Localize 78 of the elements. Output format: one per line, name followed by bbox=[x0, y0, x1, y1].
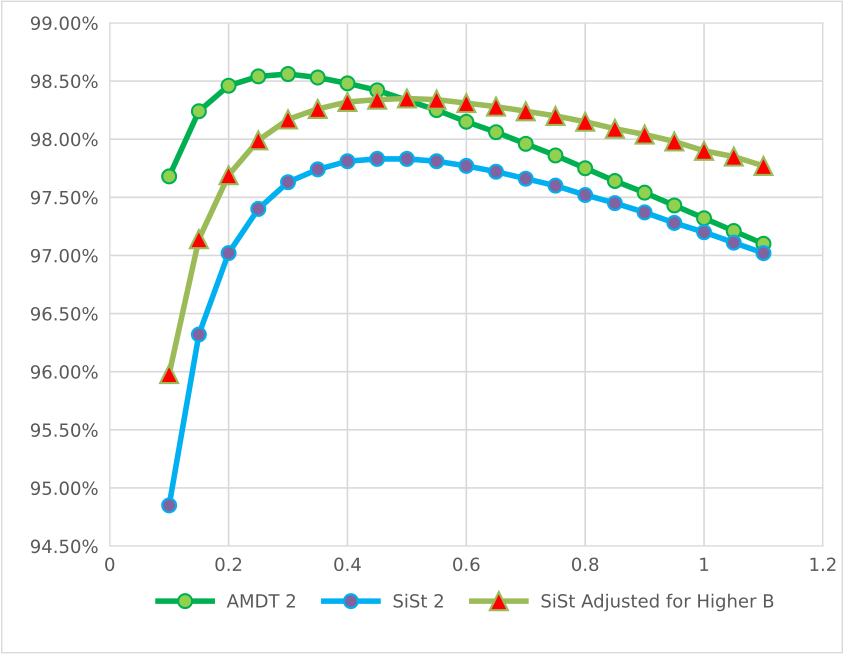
point bbox=[159, 364, 180, 384]
point bbox=[755, 245, 772, 262]
point bbox=[606, 173, 623, 189]
point bbox=[488, 164, 504, 180]
point bbox=[218, 165, 239, 186]
x-tick-label: 0.6 bbox=[453, 558, 480, 572]
point bbox=[250, 68, 266, 84]
point bbox=[516, 101, 536, 122]
point bbox=[694, 140, 714, 161]
point bbox=[310, 70, 326, 86]
point bbox=[636, 204, 653, 220]
x-tick-label: 1 bbox=[700, 558, 708, 571]
point bbox=[753, 156, 774, 176]
point bbox=[575, 112, 596, 132]
point bbox=[486, 96, 506, 117]
point bbox=[339, 153, 356, 170]
x-tick-label: 0.4 bbox=[334, 558, 361, 572]
point bbox=[428, 153, 445, 170]
point bbox=[220, 78, 237, 94]
point bbox=[426, 90, 447, 110]
point bbox=[250, 200, 266, 217]
point bbox=[545, 106, 566, 126]
point bbox=[188, 229, 209, 250]
x-tick-label: 1.2 bbox=[810, 558, 836, 571]
point bbox=[161, 168, 178, 184]
point bbox=[398, 150, 415, 167]
point bbox=[726, 234, 742, 251]
point bbox=[666, 197, 682, 214]
y-tick-label: 97.50% bbox=[30, 190, 98, 204]
x-tick-label: 0.2 bbox=[215, 558, 242, 572]
point bbox=[278, 109, 298, 130]
x-tick-label: 0.8 bbox=[572, 558, 598, 572]
y-tick-label: 96.00% bbox=[30, 365, 98, 379]
y-tick-label: 94.50% bbox=[30, 540, 98, 554]
point bbox=[724, 146, 744, 167]
point bbox=[604, 118, 625, 139]
point bbox=[488, 124, 504, 140]
point bbox=[606, 195, 623, 212]
y-tick-label: 95.00% bbox=[30, 481, 98, 496]
point bbox=[634, 124, 655, 145]
point bbox=[664, 131, 684, 152]
point bbox=[248, 130, 268, 150]
legend-label: SiSt Adjusted for Higher B bbox=[542, 594, 774, 612]
point bbox=[547, 147, 564, 164]
point bbox=[547, 178, 564, 194]
point bbox=[577, 186, 594, 203]
point bbox=[220, 245, 237, 262]
point bbox=[161, 497, 178, 514]
point bbox=[458, 114, 474, 130]
legend-label: SiSt 2 bbox=[394, 594, 443, 608]
point bbox=[310, 161, 326, 178]
point bbox=[280, 66, 296, 82]
y-tick-label: 98.00% bbox=[30, 132, 98, 146]
point bbox=[367, 90, 388, 110]
point bbox=[577, 160, 594, 176]
point bbox=[636, 184, 653, 201]
point bbox=[369, 150, 386, 167]
point bbox=[190, 103, 207, 120]
x-tick-label: 0 bbox=[105, 558, 114, 572]
point bbox=[190, 326, 207, 342]
point bbox=[518, 136, 534, 152]
y-tick-label: 96.50% bbox=[30, 307, 98, 321]
point bbox=[696, 224, 712, 240]
point bbox=[456, 93, 476, 114]
y-tick-label: 99.00% bbox=[30, 16, 98, 30]
y-tick-label: 98.50% bbox=[30, 74, 98, 88]
point bbox=[696, 210, 712, 226]
y-tick-label: 95.50% bbox=[30, 423, 98, 437]
point bbox=[666, 214, 682, 231]
y-tick-label: 97.00% bbox=[30, 248, 98, 263]
legend-label: AMDT 2 bbox=[226, 594, 295, 608]
point bbox=[396, 88, 417, 109]
point bbox=[518, 170, 534, 187]
point bbox=[280, 174, 296, 190]
point bbox=[337, 92, 358, 112]
point bbox=[308, 98, 328, 119]
point bbox=[458, 158, 474, 174]
point bbox=[339, 75, 356, 92]
